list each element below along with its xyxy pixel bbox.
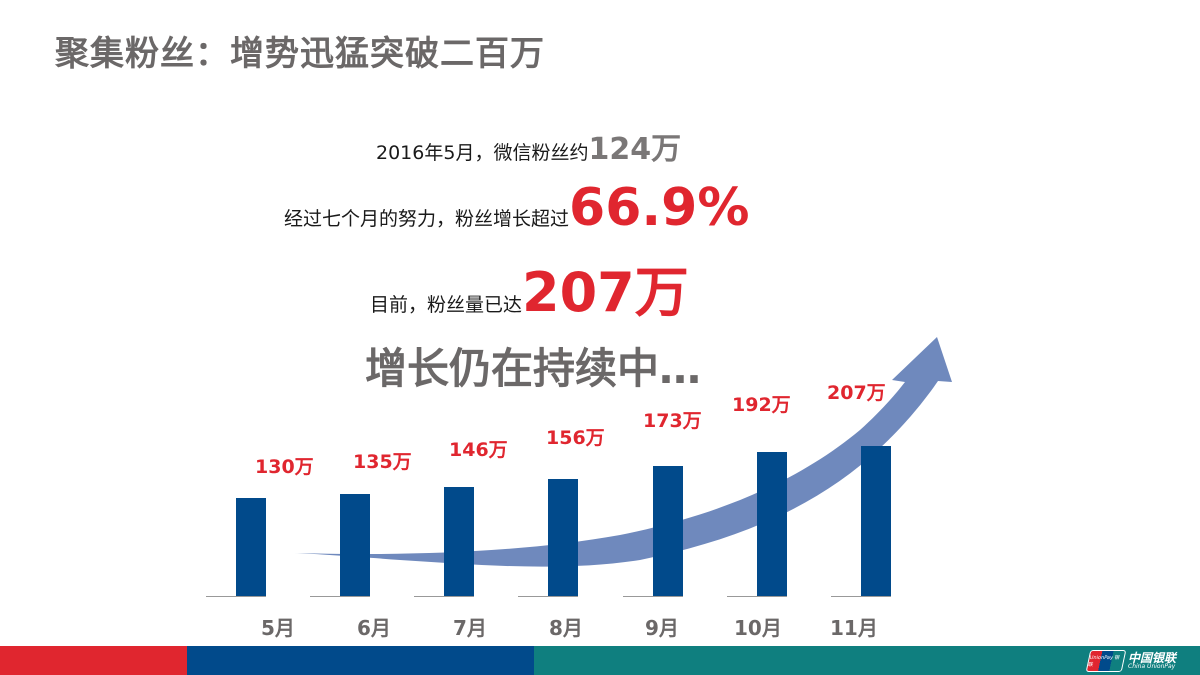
value-label: 156万	[546, 427, 605, 449]
stat-line-current-fans: 目前，粉丝量已达207万	[370, 248, 689, 327]
x-axis-label: 9月	[645, 616, 679, 640]
logo-text-en: China UnionPay	[1128, 663, 1176, 670]
x-axis-label: 5月	[261, 616, 295, 640]
axis-baseline	[623, 596, 683, 597]
bar-october	[757, 452, 787, 596]
axis-baseline	[414, 596, 474, 597]
stat-line-growth: 经过七个月的努力，粉丝增长超过66.9%	[284, 178, 749, 238]
x-axis-label: 7月	[453, 616, 487, 640]
value-label: 207万	[827, 382, 886, 404]
stat-line-text: 目前，粉丝量已达	[370, 294, 523, 316]
x-axis-label: 6月	[357, 616, 391, 640]
bar-september	[653, 466, 683, 596]
stat-line-text: 经过七个月的努力，粉丝增长超过	[284, 208, 570, 230]
bar-may	[236, 498, 266, 596]
axis-baseline	[831, 596, 891, 597]
x-axis-label: 8月	[549, 616, 583, 640]
stat-highlight: 207万	[522, 261, 689, 324]
value-label: 146万	[449, 439, 508, 461]
unionpay-badge-icon: UnionPay 银联	[1085, 650, 1127, 672]
footer-strip-red	[0, 646, 187, 675]
axis-baseline	[206, 596, 266, 597]
x-axis-label: 11月	[830, 616, 878, 640]
stat-line-text: 2016年5月，微信粉丝约	[376, 142, 589, 164]
stat-line-initial-fans: 2016年5月，微信粉丝约124万	[376, 124, 681, 168]
bar-july	[444, 487, 474, 596]
value-label: 173万	[643, 410, 702, 432]
unionpay-logo: UnionPay 银联 中国银联 China UnionPay	[1085, 649, 1176, 673]
value-label: 135万	[353, 451, 412, 473]
value-label: 130万	[255, 456, 314, 478]
axis-baseline	[310, 596, 370, 597]
value-label: 192万	[732, 394, 791, 416]
x-axis-label: 10月	[734, 616, 782, 640]
bar-november	[861, 446, 891, 596]
bar-june	[340, 494, 370, 596]
logo-text-cn: 中国银联	[1128, 651, 1177, 665]
slide-title: 聚集粉丝：增势迅猛突破二百万	[55, 34, 545, 74]
stat-highlight: 124万	[588, 132, 682, 167]
footer-strip-blue	[187, 646, 534, 675]
stat-highlight: 66.9%	[569, 178, 750, 238]
axis-baseline	[727, 596, 787, 597]
growth-continuing-heading: 增长仍在持续中…	[365, 344, 702, 393]
logo-text: 中国银联 China UnionPay	[1128, 652, 1176, 670]
axis-baseline	[518, 596, 578, 597]
bar-august	[548, 479, 578, 596]
